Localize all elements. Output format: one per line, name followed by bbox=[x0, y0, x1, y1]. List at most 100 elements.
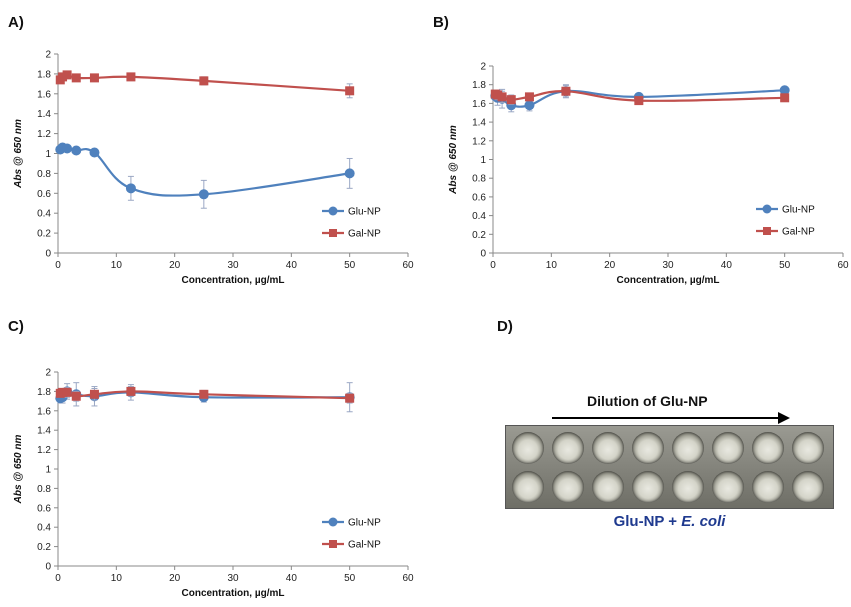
y-tick-label: 1.8 bbox=[37, 69, 51, 80]
series-glu-np: Glu-NP bbox=[55, 382, 381, 529]
x-tick-label: 30 bbox=[662, 260, 674, 271]
plate-well bbox=[752, 471, 784, 503]
plate-well bbox=[672, 471, 704, 503]
x-tick-label: 50 bbox=[344, 260, 356, 271]
data-point bbox=[497, 92, 507, 102]
data-point bbox=[198, 189, 209, 200]
x-tick-label: 40 bbox=[286, 573, 298, 584]
y-tick-label: 1.4 bbox=[37, 426, 51, 437]
y-tick-label: 1.8 bbox=[472, 80, 486, 91]
y-tick-label: 1 bbox=[45, 465, 51, 476]
y-tick-label: 0.2 bbox=[37, 229, 51, 240]
plate-well bbox=[752, 432, 784, 464]
series-gal-np: Gal-NP bbox=[55, 70, 381, 240]
y-tick-label: 2 bbox=[45, 368, 51, 379]
data-point bbox=[126, 386, 136, 396]
y-tick-label: 1.4 bbox=[472, 118, 486, 129]
y-tick-label: 2 bbox=[480, 62, 486, 73]
panel-label-b: B) bbox=[433, 14, 449, 31]
well-plate-photo-panel: Dilution of Glu-NP Glu-NP + E. coli bbox=[497, 385, 842, 545]
data-point bbox=[634, 96, 644, 106]
data-point bbox=[345, 393, 355, 403]
plate-well bbox=[792, 432, 824, 464]
x-tick-label: 0 bbox=[55, 260, 61, 271]
panel-label-a: A) bbox=[8, 14, 24, 31]
photo-caption-prefix: Glu-NP + bbox=[613, 513, 682, 530]
dilution-label: Dilution of Glu-NP bbox=[587, 393, 708, 409]
y-tick-label: 1 bbox=[480, 155, 486, 166]
panel-label-c: C) bbox=[8, 318, 24, 335]
plate-well bbox=[792, 471, 824, 503]
data-point bbox=[62, 143, 73, 154]
legend-label: Gal-NP bbox=[348, 540, 381, 551]
data-point bbox=[561, 86, 571, 96]
data-point bbox=[524, 92, 534, 102]
dilution-arrow bbox=[552, 417, 780, 419]
legend-marker bbox=[763, 227, 771, 235]
y-axis-title: Abs @ 650 nm bbox=[448, 125, 459, 195]
photo-caption: Glu-NP + E. coli bbox=[497, 513, 842, 530]
legend-marker bbox=[329, 540, 337, 548]
data-point bbox=[58, 72, 68, 82]
series-glu-np: Glu-NP bbox=[490, 85, 815, 216]
y-tick-label: 0.6 bbox=[37, 189, 51, 200]
x-tick-label: 10 bbox=[546, 260, 558, 271]
x-tick-label: 30 bbox=[227, 573, 239, 584]
y-tick-label: 1.6 bbox=[472, 99, 486, 110]
arrow-head-icon bbox=[778, 412, 790, 424]
legend-marker bbox=[329, 229, 337, 237]
plate-well bbox=[632, 432, 664, 464]
legend-label: Glu-NP bbox=[348, 518, 381, 529]
y-tick-label: 0.6 bbox=[37, 503, 51, 514]
chart-2: 00.20.40.60.811.21.41.61.820 10 20 30 40 50 60… bbox=[448, 62, 849, 287]
y-tick-label: 0 bbox=[45, 562, 51, 573]
data-point bbox=[493, 90, 503, 100]
data-point bbox=[71, 73, 81, 83]
legend-label: Glu-NP bbox=[782, 205, 815, 216]
y-tick-label: 0.8 bbox=[472, 174, 486, 185]
y-tick-label: 0.2 bbox=[472, 230, 486, 241]
data-point bbox=[89, 389, 99, 399]
x-axis-title: Concentration, µg/mL bbox=[182, 275, 285, 286]
x-tick-label: 50 bbox=[344, 573, 356, 584]
legend-marker bbox=[328, 517, 338, 527]
legend-label: Gal-NP bbox=[782, 227, 815, 238]
y-tick-label: 1.4 bbox=[37, 109, 51, 120]
x-tick-label: 40 bbox=[286, 260, 298, 271]
data-point bbox=[125, 183, 136, 194]
x-tick-label: 40 bbox=[721, 260, 733, 271]
x-tick-label: 20 bbox=[169, 573, 181, 584]
y-tick-label: 0.6 bbox=[472, 192, 486, 203]
y-tick-label: 0.4 bbox=[37, 209, 51, 220]
x-tick-label: 50 bbox=[779, 260, 791, 271]
x-tick-label: 0 bbox=[490, 260, 496, 271]
data-point bbox=[779, 85, 790, 96]
plate-well bbox=[592, 471, 624, 503]
data-point bbox=[199, 76, 209, 86]
plate-well bbox=[512, 471, 544, 503]
data-point bbox=[780, 93, 790, 103]
x-axis-title: Concentration, µg/mL bbox=[617, 275, 720, 286]
legend-label: Glu-NP bbox=[348, 207, 381, 218]
y-tick-label: 0 bbox=[45, 249, 51, 260]
plate-well bbox=[552, 432, 584, 464]
plate-well bbox=[512, 432, 544, 464]
y-tick-label: 1.6 bbox=[37, 406, 51, 417]
series-glu-np: Glu-NP bbox=[55, 142, 381, 218]
y-tick-label: 0.4 bbox=[472, 211, 486, 222]
y-tick-label: 0.8 bbox=[37, 169, 51, 180]
x-tick-label: 60 bbox=[402, 260, 414, 271]
plate-well bbox=[592, 432, 624, 464]
y-tick-label: 1.2 bbox=[37, 445, 51, 456]
x-tick-label: 20 bbox=[604, 260, 616, 271]
y-tick-label: 1.8 bbox=[37, 387, 51, 398]
series-gal-np: Gal-NP bbox=[55, 386, 381, 551]
plate-well bbox=[712, 432, 744, 464]
series-line bbox=[59, 146, 350, 197]
series-gal-np: Gal-NP bbox=[490, 84, 815, 238]
data-point bbox=[345, 86, 355, 96]
y-tick-label: 0 bbox=[480, 249, 486, 260]
x-tick-label: 10 bbox=[111, 260, 123, 271]
data-point bbox=[58, 387, 68, 397]
plate-well bbox=[712, 471, 744, 503]
